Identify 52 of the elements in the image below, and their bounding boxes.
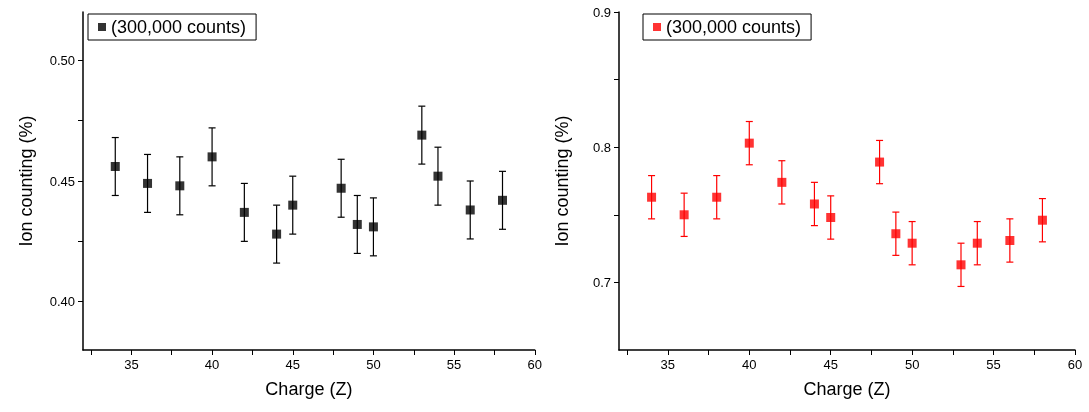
x-axis-title: Charge (Z) <box>803 379 891 399</box>
x-tick-label: 45 <box>285 357 300 372</box>
point <box>239 207 249 217</box>
x-axis-title: Charge (Z) <box>265 379 353 399</box>
point <box>972 238 982 248</box>
x-tick-label: 40 <box>204 357 220 372</box>
point <box>465 205 475 215</box>
x-tick-label: 60 <box>1067 357 1083 372</box>
x-tick-label: 55 <box>986 357 1001 372</box>
point <box>433 171 443 181</box>
x-tick-label: 50 <box>366 357 381 372</box>
point <box>956 260 966 270</box>
point <box>352 219 362 229</box>
point <box>679 210 689 220</box>
y-tick-label: 0.40 <box>49 294 75 310</box>
point <box>207 152 217 162</box>
point <box>417 130 427 140</box>
x-tick-label: 35 <box>660 357 676 372</box>
point <box>272 229 282 239</box>
point <box>143 178 153 188</box>
legend-label: (300,000 counts) <box>666 17 802 37</box>
x-tick-label: 40 <box>742 357 757 372</box>
point <box>288 200 298 210</box>
point <box>777 177 787 187</box>
point <box>826 213 836 222</box>
x-tick-label: 45 <box>823 357 838 372</box>
y-tick-label: 0.45 <box>49 173 75 189</box>
y-tick-label: 0.9 <box>592 4 611 20</box>
y-tick-label: 0.8 <box>592 139 611 155</box>
y-tick-label: 0.7 <box>592 274 611 290</box>
point <box>175 181 185 191</box>
x-tick-label: 50 <box>904 357 920 372</box>
y-axis-title: Ion counting (%) <box>552 115 572 247</box>
point <box>498 195 507 205</box>
x-tick-label: 60 <box>527 357 542 372</box>
point <box>744 138 754 148</box>
point <box>368 222 378 232</box>
point <box>875 157 885 167</box>
point <box>1037 215 1047 225</box>
point <box>891 229 901 239</box>
x-tick-label: 55 <box>446 357 462 372</box>
y-axis-title: Ion counting (%) <box>16 115 36 247</box>
point <box>1005 235 1015 245</box>
point <box>809 199 819 209</box>
point <box>110 162 120 172</box>
point <box>647 192 657 202</box>
y-tick-label: 0.50 <box>49 52 75 68</box>
point <box>712 192 722 202</box>
legend-label: (300,000 counts) <box>111 17 247 37</box>
x-tick-label: 35 <box>124 357 139 372</box>
point <box>336 183 346 193</box>
point <box>907 238 917 248</box>
